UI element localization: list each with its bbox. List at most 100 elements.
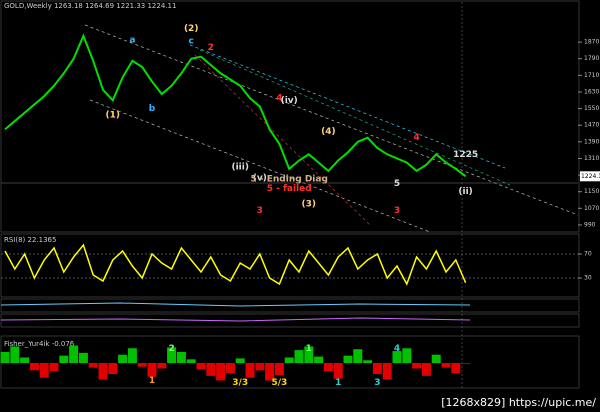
y-tick-label: 1870 bbox=[584, 39, 599, 46]
bar bbox=[343, 355, 353, 363]
bar bbox=[402, 348, 412, 363]
bar bbox=[98, 363, 108, 380]
y-tick-label: 1630 bbox=[584, 88, 599, 95]
channel bbox=[89, 99, 431, 233]
bar bbox=[196, 363, 206, 370]
series-line bbox=[4, 33, 467, 178]
y-tick-label: 30 bbox=[584, 275, 592, 282]
bar bbox=[372, 363, 382, 375]
series-line bbox=[4, 243, 467, 286]
wave-label: 1225 bbox=[453, 150, 478, 160]
wave-label: 1 bbox=[306, 344, 312, 354]
wave-label: 3/3 bbox=[232, 378, 248, 388]
channel bbox=[84, 24, 579, 216]
bar bbox=[59, 355, 69, 363]
bar bbox=[137, 363, 147, 367]
y-tick-label: 1790 bbox=[584, 55, 599, 62]
y-tick-label: 1310 bbox=[584, 155, 599, 162]
bar bbox=[245, 363, 255, 378]
bar bbox=[314, 356, 324, 363]
bar bbox=[255, 363, 265, 371]
bar bbox=[10, 346, 20, 363]
bar bbox=[363, 360, 373, 363]
watermark: [1268x829] https://upic.me/ bbox=[441, 396, 596, 409]
bar bbox=[176, 351, 186, 363]
wave-label: b bbox=[149, 104, 156, 114]
wave-label: (2) bbox=[184, 24, 199, 34]
y-tick-label: 1070 bbox=[584, 205, 599, 212]
channel bbox=[199, 49, 511, 186]
bar bbox=[0, 351, 10, 363]
bar bbox=[304, 346, 314, 363]
bar bbox=[167, 347, 177, 363]
wave-label: 2 bbox=[208, 43, 214, 53]
wave-label: (1) bbox=[106, 110, 121, 120]
bar bbox=[186, 359, 196, 363]
bar bbox=[294, 350, 304, 363]
bar bbox=[235, 358, 245, 363]
wave-label: 5/3 bbox=[271, 378, 287, 388]
bar bbox=[39, 363, 49, 378]
y-tick-label: 70 bbox=[584, 251, 592, 258]
bar bbox=[206, 363, 216, 376]
bar bbox=[78, 352, 88, 363]
last-price-box bbox=[580, 171, 600, 182]
indicator-title: RSI(8) 22.1365 bbox=[4, 236, 56, 244]
indicator-panel bbox=[0, 298, 580, 313]
last-price-label: 1224.11 bbox=[581, 173, 600, 180]
indicator-line bbox=[0, 302, 471, 307]
chart-title: GOLD,Weekly 1263.18 1264.69 1221.33 1224… bbox=[4, 2, 176, 10]
bar bbox=[333, 363, 343, 379]
y-tick-label: 990 bbox=[584, 221, 596, 228]
y-tick-label: 1710 bbox=[584, 72, 599, 79]
bar bbox=[49, 363, 59, 372]
bar bbox=[88, 363, 98, 368]
wave-label: 5 - failed bbox=[267, 184, 312, 194]
bar bbox=[69, 345, 79, 363]
wave-label: (iv) bbox=[281, 96, 298, 106]
bar bbox=[431, 354, 441, 363]
wave-label: 4 bbox=[394, 344, 400, 354]
wave-label: 5 bbox=[394, 179, 400, 189]
bar bbox=[412, 363, 422, 369]
bar bbox=[353, 349, 363, 363]
wave-label: (v) bbox=[253, 174, 267, 184]
bar bbox=[157, 363, 167, 369]
indicator-panel bbox=[0, 313, 580, 328]
wave-label: 2 bbox=[168, 344, 174, 354]
bar bbox=[421, 363, 431, 376]
channel bbox=[189, 44, 506, 169]
y-tick-label: 1150 bbox=[584, 188, 599, 195]
y-tick-label: 1550 bbox=[584, 105, 599, 112]
wave-label: 4 bbox=[276, 94, 282, 104]
wave-label: (iii) bbox=[231, 162, 248, 172]
wave-label: 3 bbox=[257, 206, 263, 216]
bar bbox=[118, 354, 128, 363]
bar bbox=[265, 363, 275, 381]
bar bbox=[225, 363, 235, 374]
wave-label: 1 bbox=[335, 378, 341, 388]
bar bbox=[147, 363, 157, 377]
bar bbox=[108, 363, 118, 375]
bar bbox=[382, 363, 392, 380]
wave-label: 5 - Ending Diag bbox=[250, 175, 327, 185]
indicator-line bbox=[0, 317, 471, 322]
y-tick-label: 1390 bbox=[584, 138, 599, 145]
bar bbox=[323, 363, 333, 372]
channel-lines bbox=[84, 24, 579, 233]
indicator-title: Fisher_Yur4ik -0.076 bbox=[4, 340, 75, 348]
wave-label: (4) bbox=[321, 127, 336, 137]
bar bbox=[392, 351, 402, 363]
price-panel bbox=[0, 0, 580, 233]
wave-label: a bbox=[129, 36, 135, 46]
wave-label: 1 bbox=[149, 376, 155, 386]
bar bbox=[284, 357, 294, 363]
bar bbox=[461, 363, 471, 364]
bar bbox=[274, 363, 284, 375]
channel bbox=[194, 54, 371, 226]
bar bbox=[441, 363, 451, 368]
wave-label: (3) bbox=[302, 200, 317, 210]
y-tick-label: 1470 bbox=[584, 122, 599, 129]
